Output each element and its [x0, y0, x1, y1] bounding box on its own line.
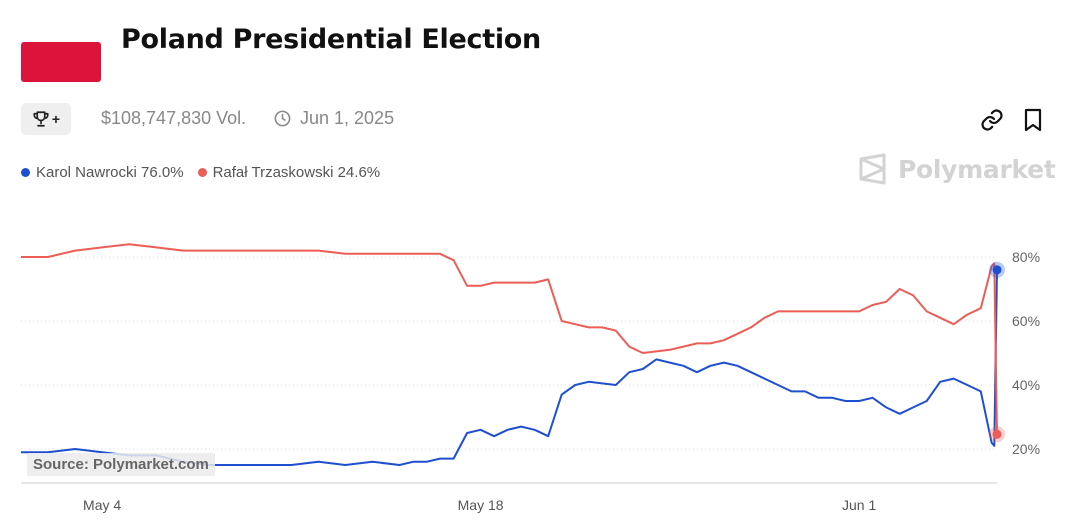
date-label: Jun 1, 2025: [300, 108, 395, 128]
volume-label: $108,747,830 Vol.: [101, 108, 247, 128]
y-tick-label: 40%: [1012, 377, 1040, 393]
series-line-trzaskowski: [21, 243, 998, 435]
end-markers: [989, 261, 1005, 443]
y-axis: 20% 40% 60% 80%: [1012, 249, 1040, 457]
y-tick-label: 20%: [1012, 441, 1040, 457]
legend-label-trzaskowski: Rafał Trzaskowski 24.6%: [212, 164, 381, 181]
link-icon[interactable]: [980, 108, 1004, 132]
end-date: Jun 1, 2025: [273, 108, 394, 129]
chart-legend: Karol Nawrocki 76.0% Rafał Trzaskowski 2…: [21, 164, 394, 181]
poland-flag: [21, 42, 101, 82]
end-marker-trzaskowski: [992, 429, 1002, 439]
legend-item-nawrocki: Karol Nawrocki 76.0%: [21, 164, 184, 181]
series-line-nawrocki: [21, 269, 998, 466]
brand-name: Polymarket: [898, 154, 1056, 184]
series-lines: [21, 243, 998, 466]
legend-dot-blue: [21, 168, 30, 177]
plus-label: +: [51, 111, 61, 127]
x-axis: May 4 May 18 Jun 1: [83, 497, 876, 513]
page-title: Poland Presidential Election: [121, 24, 541, 55]
legend-label-nawrocki: Karol Nawrocki 76.0%: [36, 164, 184, 181]
x-tick-label: May 18: [458, 497, 504, 513]
end-marker-nawrocki: [992, 265, 1002, 275]
trophy-icon: [33, 111, 49, 127]
trophy-button[interactable]: +: [21, 103, 71, 135]
polymarket-logo-icon: [859, 153, 886, 185]
y-tick-label: 80%: [1012, 249, 1040, 265]
x-tick-label: May 4: [83, 497, 121, 513]
source-label: Source: Polymarket.com: [27, 453, 215, 476]
y-tick-label: 60%: [1012, 313, 1040, 329]
bookmark-icon[interactable]: [1022, 107, 1044, 133]
x-tick-label: Jun 1: [842, 497, 876, 513]
grid-lines: [21, 256, 997, 484]
legend-item-trzaskowski: Rafał Trzaskowski 24.6%: [197, 164, 381, 181]
clock-icon: [274, 110, 291, 127]
legend-dot-red: [197, 168, 207, 177]
polymarket-brand: Polymarket: [858, 153, 1056, 185]
